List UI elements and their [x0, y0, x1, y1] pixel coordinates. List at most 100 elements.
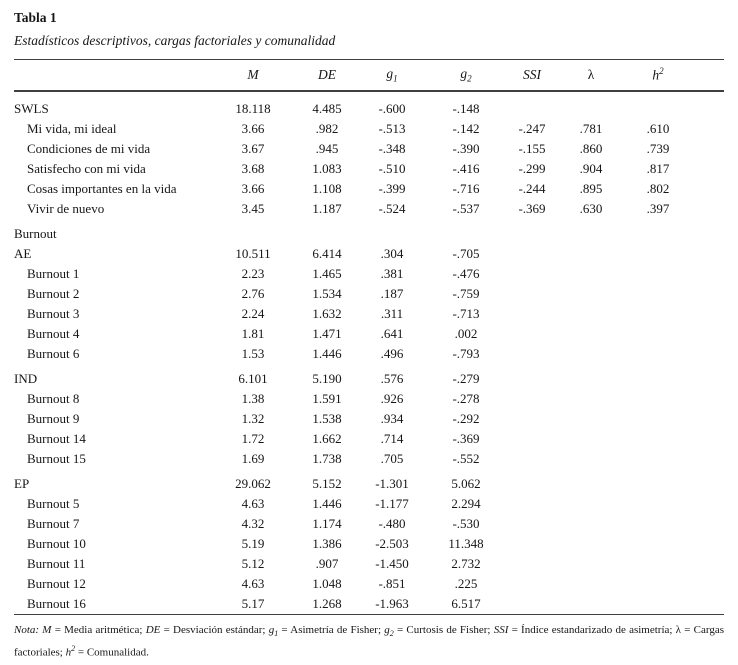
cell-value: 4.485 [312, 101, 342, 116]
cell-value [554, 469, 628, 494]
note-segment: 1 [274, 629, 279, 639]
cell-value: -.416 [452, 161, 480, 176]
cell-value [510, 91, 554, 119]
spacer-cell [688, 344, 724, 364]
cell-value: -.348 [378, 141, 406, 156]
note-segment: 2 [389, 629, 394, 639]
cell-value [510, 409, 554, 429]
cell-value: 3.67 [241, 141, 265, 156]
cell-value [554, 554, 628, 574]
note-segment: Nota: [14, 624, 43, 636]
cell-value [628, 554, 688, 574]
cell-value: -.292 [452, 411, 480, 426]
column-header: h2 [652, 66, 664, 83]
spacer-header [688, 60, 724, 92]
cell-value: 5.17 [241, 596, 265, 611]
cell-value: -.369 [518, 201, 546, 216]
spacer-cell [688, 199, 724, 219]
table-row: Burnout 4 1.81 1.471 .641 .002 [14, 324, 724, 344]
table-row: Vivir de nuevo 3.45 1.187 -.524 -.537 -.369 .6… [14, 199, 724, 219]
cell-value: -.600 [378, 101, 406, 116]
spacer-cell [688, 494, 724, 514]
table-row: Burnout [14, 219, 724, 244]
cell-value: -2.503 [375, 536, 409, 551]
cell-value: 5.152 [312, 476, 342, 491]
spacer-cell [688, 179, 724, 199]
cell-value [510, 264, 554, 284]
cell-value: 18.118 [235, 101, 271, 116]
cell-value [628, 469, 688, 494]
cell-value [510, 494, 554, 514]
spacer-cell [688, 324, 724, 344]
row-label: EP [14, 476, 30, 491]
spacer-cell [688, 389, 724, 409]
note-segment: = Desviación estándar; [160, 624, 269, 636]
row-label: Burnout 7 [27, 516, 80, 531]
note-segment: g [384, 624, 390, 636]
cell-value [628, 324, 688, 344]
row-label: Burnout 8 [27, 391, 80, 406]
cell-value [554, 409, 628, 429]
cell-value: 1.446 [312, 346, 342, 361]
cell-value: .311 [380, 306, 404, 321]
table-row: Cosas importantes en la vida 3.66 1.108 -.3… [14, 179, 724, 199]
row-label: Mi vida, mi ideal [27, 121, 117, 136]
cell-value: 5.12 [241, 556, 265, 571]
cell-value: -.148 [452, 101, 480, 116]
cell-value [554, 534, 628, 554]
cell-value: -.369 [452, 431, 480, 446]
table-row: Burnout 1 2.23 1.465 .381 -.476 [14, 264, 724, 284]
cell-value [628, 389, 688, 409]
cell-value [554, 574, 628, 594]
cell-value: 4.32 [241, 516, 265, 531]
cell-value [628, 409, 688, 429]
row-label: AE [14, 246, 32, 261]
cell-value: .904 [579, 161, 603, 176]
cell-value: -.299 [518, 161, 546, 176]
cell-value: 1.81 [241, 326, 265, 341]
cell-value: .610 [646, 121, 670, 136]
cell-value: .397 [646, 201, 670, 216]
note-segment: h [65, 646, 72, 659]
cell-value [554, 324, 628, 344]
cell-value [554, 344, 628, 364]
cell-value: 1.534 [312, 286, 342, 301]
cell-value: -.530 [452, 516, 480, 531]
cell-value: -.713 [452, 306, 480, 321]
table-note: Nota: M = Media aritmética; DE = Desviac… [14, 623, 724, 660]
cell-value: -.399 [378, 181, 406, 196]
table-row: Mi vida, mi ideal 3.66 .982 -.513 -.142 -.247… [14, 119, 724, 139]
cell-value: 1.738 [312, 451, 342, 466]
cell-value: -1.963 [375, 596, 409, 611]
cell-value [422, 219, 510, 244]
spacer-cell [688, 159, 724, 179]
spacer-cell [688, 264, 724, 284]
row-label: IND [14, 371, 38, 386]
cell-value: -.552 [452, 451, 480, 466]
table-title: Tabla 1 [14, 10, 57, 25]
cell-value [628, 304, 688, 324]
cell-value: -.510 [378, 161, 406, 176]
note-segment: DE [145, 624, 161, 636]
cell-value: 3.68 [241, 161, 265, 176]
cell-value: .895 [579, 181, 603, 196]
cell-value: 3.45 [241, 201, 265, 216]
cell-value: 4.63 [241, 576, 265, 591]
row-label: Burnout 16 [27, 596, 86, 611]
row-label: Burnout 11 [27, 556, 86, 571]
cell-value [510, 244, 554, 264]
cell-value: .630 [579, 201, 603, 216]
cell-value [510, 389, 554, 409]
cell-value [510, 219, 554, 244]
table-row: Burnout 11 5.12 .907 -1.450 2.732 [14, 554, 724, 574]
cell-value [628, 514, 688, 534]
cell-value: 1.69 [241, 451, 265, 466]
cell-value: -.155 [518, 141, 546, 156]
row-label: Burnout 6 [27, 346, 80, 361]
cell-value [628, 244, 688, 264]
cell-value: .002 [454, 326, 478, 341]
note-segment: = Curtosis de Fisher; [393, 624, 494, 636]
cell-value [628, 574, 688, 594]
cell-value [510, 574, 554, 594]
cell-value [628, 264, 688, 284]
